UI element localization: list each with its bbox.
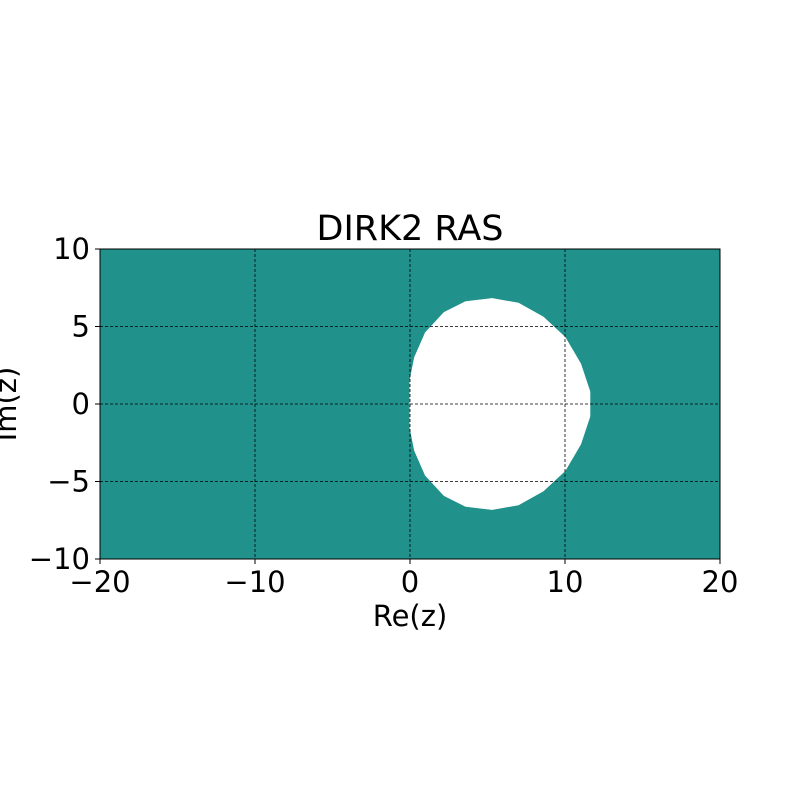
x-tick-label: 0 — [401, 565, 419, 599]
x-tick-label: −20 — [69, 565, 130, 599]
y-tick-label: 5 — [72, 310, 90, 344]
y-tick-label: −10 — [29, 542, 90, 576]
y-tick-label: 10 — [53, 232, 90, 266]
x-tick-label: 20 — [702, 565, 739, 599]
y-tick-label: −5 — [47, 465, 90, 499]
x-axis-label: Re(z) — [373, 599, 448, 633]
x-tick-label: −10 — [224, 565, 285, 599]
y-axis-label: Im(z) — [0, 367, 23, 442]
plot-area — [99, 248, 721, 560]
y-tick-label: 0 — [72, 387, 90, 421]
x-tick-label: 10 — [547, 565, 584, 599]
chart-title: DIRK2 RAS — [317, 209, 504, 249]
unstable-region — [409, 298, 591, 510]
